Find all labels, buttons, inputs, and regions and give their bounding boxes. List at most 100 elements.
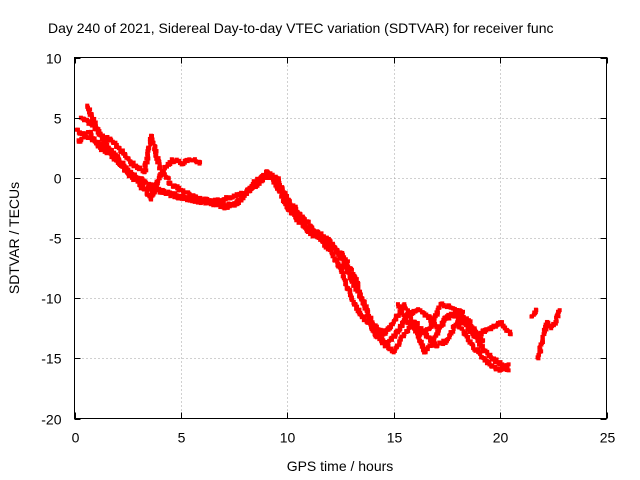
- trace-point: [82, 117, 87, 122]
- trace-point: [475, 336, 480, 341]
- trace-point: [540, 335, 545, 340]
- trace-point: [128, 162, 133, 167]
- trace-point: [378, 327, 383, 332]
- trace-point: [399, 334, 404, 339]
- trace-point: [448, 313, 453, 318]
- trace-point: [480, 329, 485, 334]
- trace-point: [158, 165, 163, 170]
- trace-point: [394, 313, 399, 318]
- trace-point: [472, 332, 477, 337]
- trace-point: [457, 323, 462, 328]
- trace-point: [223, 197, 228, 202]
- trace-point: [403, 317, 408, 322]
- trace-point: [129, 169, 134, 174]
- trace-point: [145, 186, 150, 191]
- trace-point: [241, 196, 246, 201]
- trace-point: [92, 137, 97, 142]
- trace-point: [132, 172, 137, 177]
- trace-point: [255, 176, 260, 181]
- trace-point: [455, 319, 460, 324]
- trace-point: [144, 168, 149, 173]
- trace-point: [293, 216, 298, 221]
- trace-point: [358, 292, 363, 297]
- trace-point: [398, 306, 403, 311]
- trace-point: [556, 312, 561, 317]
- trace-point: [204, 200, 209, 205]
- data-point: [306, 229, 311, 234]
- trace-point: [480, 344, 485, 349]
- trace-point: [148, 197, 153, 202]
- trace-point: [103, 147, 108, 152]
- trace-point: [396, 313, 401, 318]
- trace-point: [546, 320, 551, 325]
- trace-point: [405, 308, 410, 313]
- trace-point: [146, 156, 151, 161]
- data-series: [74, 103, 562, 373]
- trace-point: [377, 334, 382, 339]
- y-tick-label: -5: [49, 231, 62, 247]
- trace-point: [177, 193, 182, 198]
- trace-point: [174, 159, 179, 164]
- data-point: [470, 332, 475, 337]
- trace-point: [343, 257, 348, 262]
- trace-point: [461, 309, 466, 314]
- trace-point: [145, 188, 150, 193]
- trace-point: [310, 225, 315, 230]
- trace-point: [466, 335, 471, 340]
- trace-point: [418, 341, 423, 346]
- trace-point: [333, 245, 338, 250]
- trace-point: [113, 140, 118, 145]
- trace-point: [89, 114, 94, 119]
- trace-point: [99, 145, 104, 150]
- trace-point: [154, 183, 159, 188]
- trace-point: [394, 316, 399, 321]
- trace-point: [86, 121, 91, 126]
- trace-point: [297, 218, 302, 223]
- trace-point: [357, 307, 362, 312]
- trace-point: [122, 168, 127, 173]
- trace-point: [482, 358, 487, 363]
- trace-point: [419, 331, 424, 336]
- trace-point: [341, 258, 346, 263]
- trace-point: [188, 196, 193, 201]
- trace-point: [118, 149, 123, 154]
- trace-point: [399, 308, 404, 313]
- trace-point: [540, 340, 545, 345]
- trace-point: [114, 155, 119, 160]
- data-point: [198, 160, 203, 165]
- trace-point: [354, 277, 359, 282]
- trace-point: [420, 344, 425, 349]
- trace-point: [325, 247, 330, 252]
- trace-point: [113, 152, 118, 157]
- trace-point: [342, 260, 347, 265]
- trace-point: [335, 248, 340, 253]
- trace-point: [186, 197, 191, 202]
- trace-point: [192, 157, 197, 162]
- trace-point: [154, 153, 159, 158]
- trace-point: [544, 327, 549, 332]
- trace-point: [421, 329, 426, 334]
- data-point: [132, 163, 137, 168]
- trace-point: [364, 308, 369, 313]
- trace-point: [342, 278, 347, 283]
- trace-point: [543, 324, 548, 329]
- trace-point: [356, 285, 361, 290]
- trace-point: [287, 199, 292, 204]
- trace-point: [177, 185, 182, 190]
- x-tick-label: 15: [387, 430, 403, 446]
- trace-point: [156, 178, 161, 183]
- trace-point: [305, 225, 310, 230]
- trace-point: [198, 198, 203, 203]
- data-point: [178, 187, 183, 192]
- series-track-e: [535, 308, 562, 361]
- trace-point: [395, 328, 400, 333]
- trace-point: [494, 359, 499, 364]
- trace-point: [300, 220, 305, 225]
- trace-point: [248, 185, 253, 190]
- trace-point: [501, 323, 506, 328]
- trace-point: [433, 341, 438, 346]
- trace-point: [373, 330, 378, 335]
- trace-point: [211, 203, 216, 208]
- trace-point: [179, 196, 184, 201]
- trace-point: [429, 342, 434, 347]
